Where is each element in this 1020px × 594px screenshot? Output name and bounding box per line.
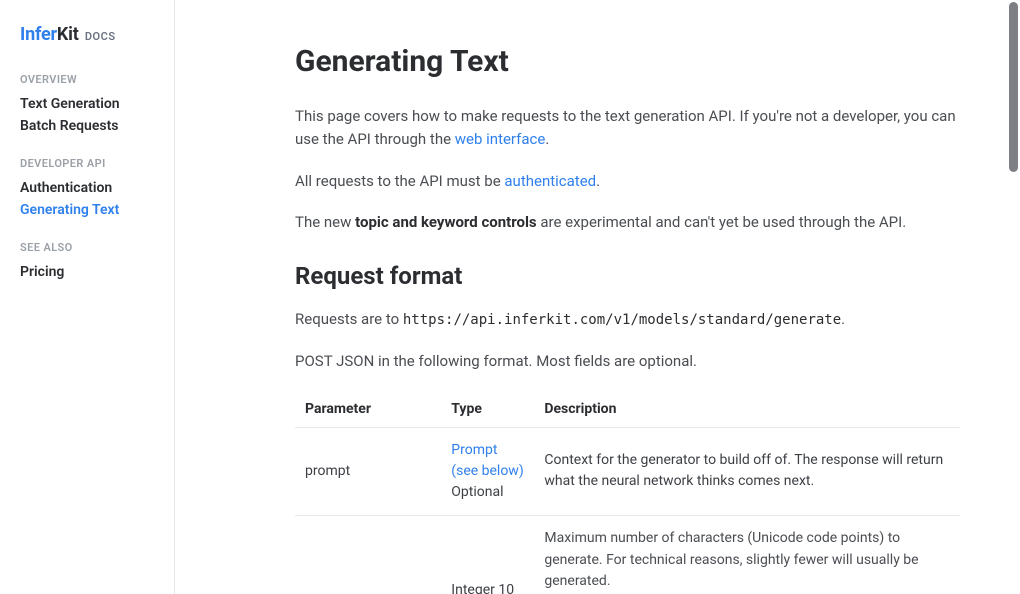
request-format-heading: Request format [295,262,960,290]
intro-paragraph-3: The new topic and keyword controls are e… [295,211,960,234]
prompt-type-link[interactable]: Prompt (see below) [451,442,523,479]
page-title: Generating Text [295,44,960,79]
nav-section-title: SEE ALSO [20,241,174,254]
sidebar: InferKit DOCS OVERVIEW Text Generation B… [0,0,175,594]
post-json-paragraph: POST JSON in the following format. Most … [295,350,960,373]
logo-infer: Infer [20,24,57,45]
header-description: Description [534,391,960,428]
logo-kit: Kit [57,24,79,45]
sidebar-item-generating-text[interactable]: Generating Text [20,199,174,221]
param-desc: Context for the generator to build off o… [534,427,960,515]
param-name: prompt [295,427,441,515]
table-row: length Integer 10 to 1000 Maximum number… [295,515,960,594]
param-type: Integer 10 to 1000 [441,515,534,594]
nav-section-developer-api: DEVELOPER API Authentication Generating … [20,157,174,221]
request-url-paragraph: Requests are to https://api.inferkit.com… [295,308,960,332]
param-name: length [295,515,441,594]
intro-paragraph-1: This page covers how to make requests to… [295,105,960,152]
main-content: Generating Text This page covers how to … [175,0,1020,594]
nav-section-title: OVERVIEW [20,73,174,86]
param-type: Prompt (see below) Optional [441,427,534,515]
scrollbar[interactable] [1009,2,1018,172]
topic-keyword-strong: topic and keyword controls [355,213,537,231]
header-type: Type [441,391,534,428]
authenticated-link[interactable]: authenticated [504,172,596,190]
logo[interactable]: InferKit DOCS [20,24,174,45]
sidebar-item-batch-requests[interactable]: Batch Requests [20,115,174,137]
parameters-table: Parameter Type Description prompt Prompt… [295,391,960,594]
param-desc: Maximum number of characters (Unicode co… [534,515,960,594]
nav-section-see-also: SEE ALSO Pricing [20,241,174,283]
nav-section-overview: OVERVIEW Text Generation Batch Requests [20,73,174,137]
endpoint-code: https://api.inferkit.com/v1/models/stand… [403,312,841,328]
sidebar-item-authentication[interactable]: Authentication [20,177,174,199]
header-parameter: Parameter [295,391,441,428]
sidebar-item-text-generation[interactable]: Text Generation [20,93,174,115]
nav-section-title: DEVELOPER API [20,157,174,170]
logo-docs: DOCS [85,30,116,43]
web-interface-link[interactable]: web interface [455,130,546,148]
table-row: prompt Prompt (see below) Optional Conte… [295,427,960,515]
intro-paragraph-2: All requests to the API must be authenti… [295,170,960,193]
sidebar-item-pricing[interactable]: Pricing [20,261,174,283]
